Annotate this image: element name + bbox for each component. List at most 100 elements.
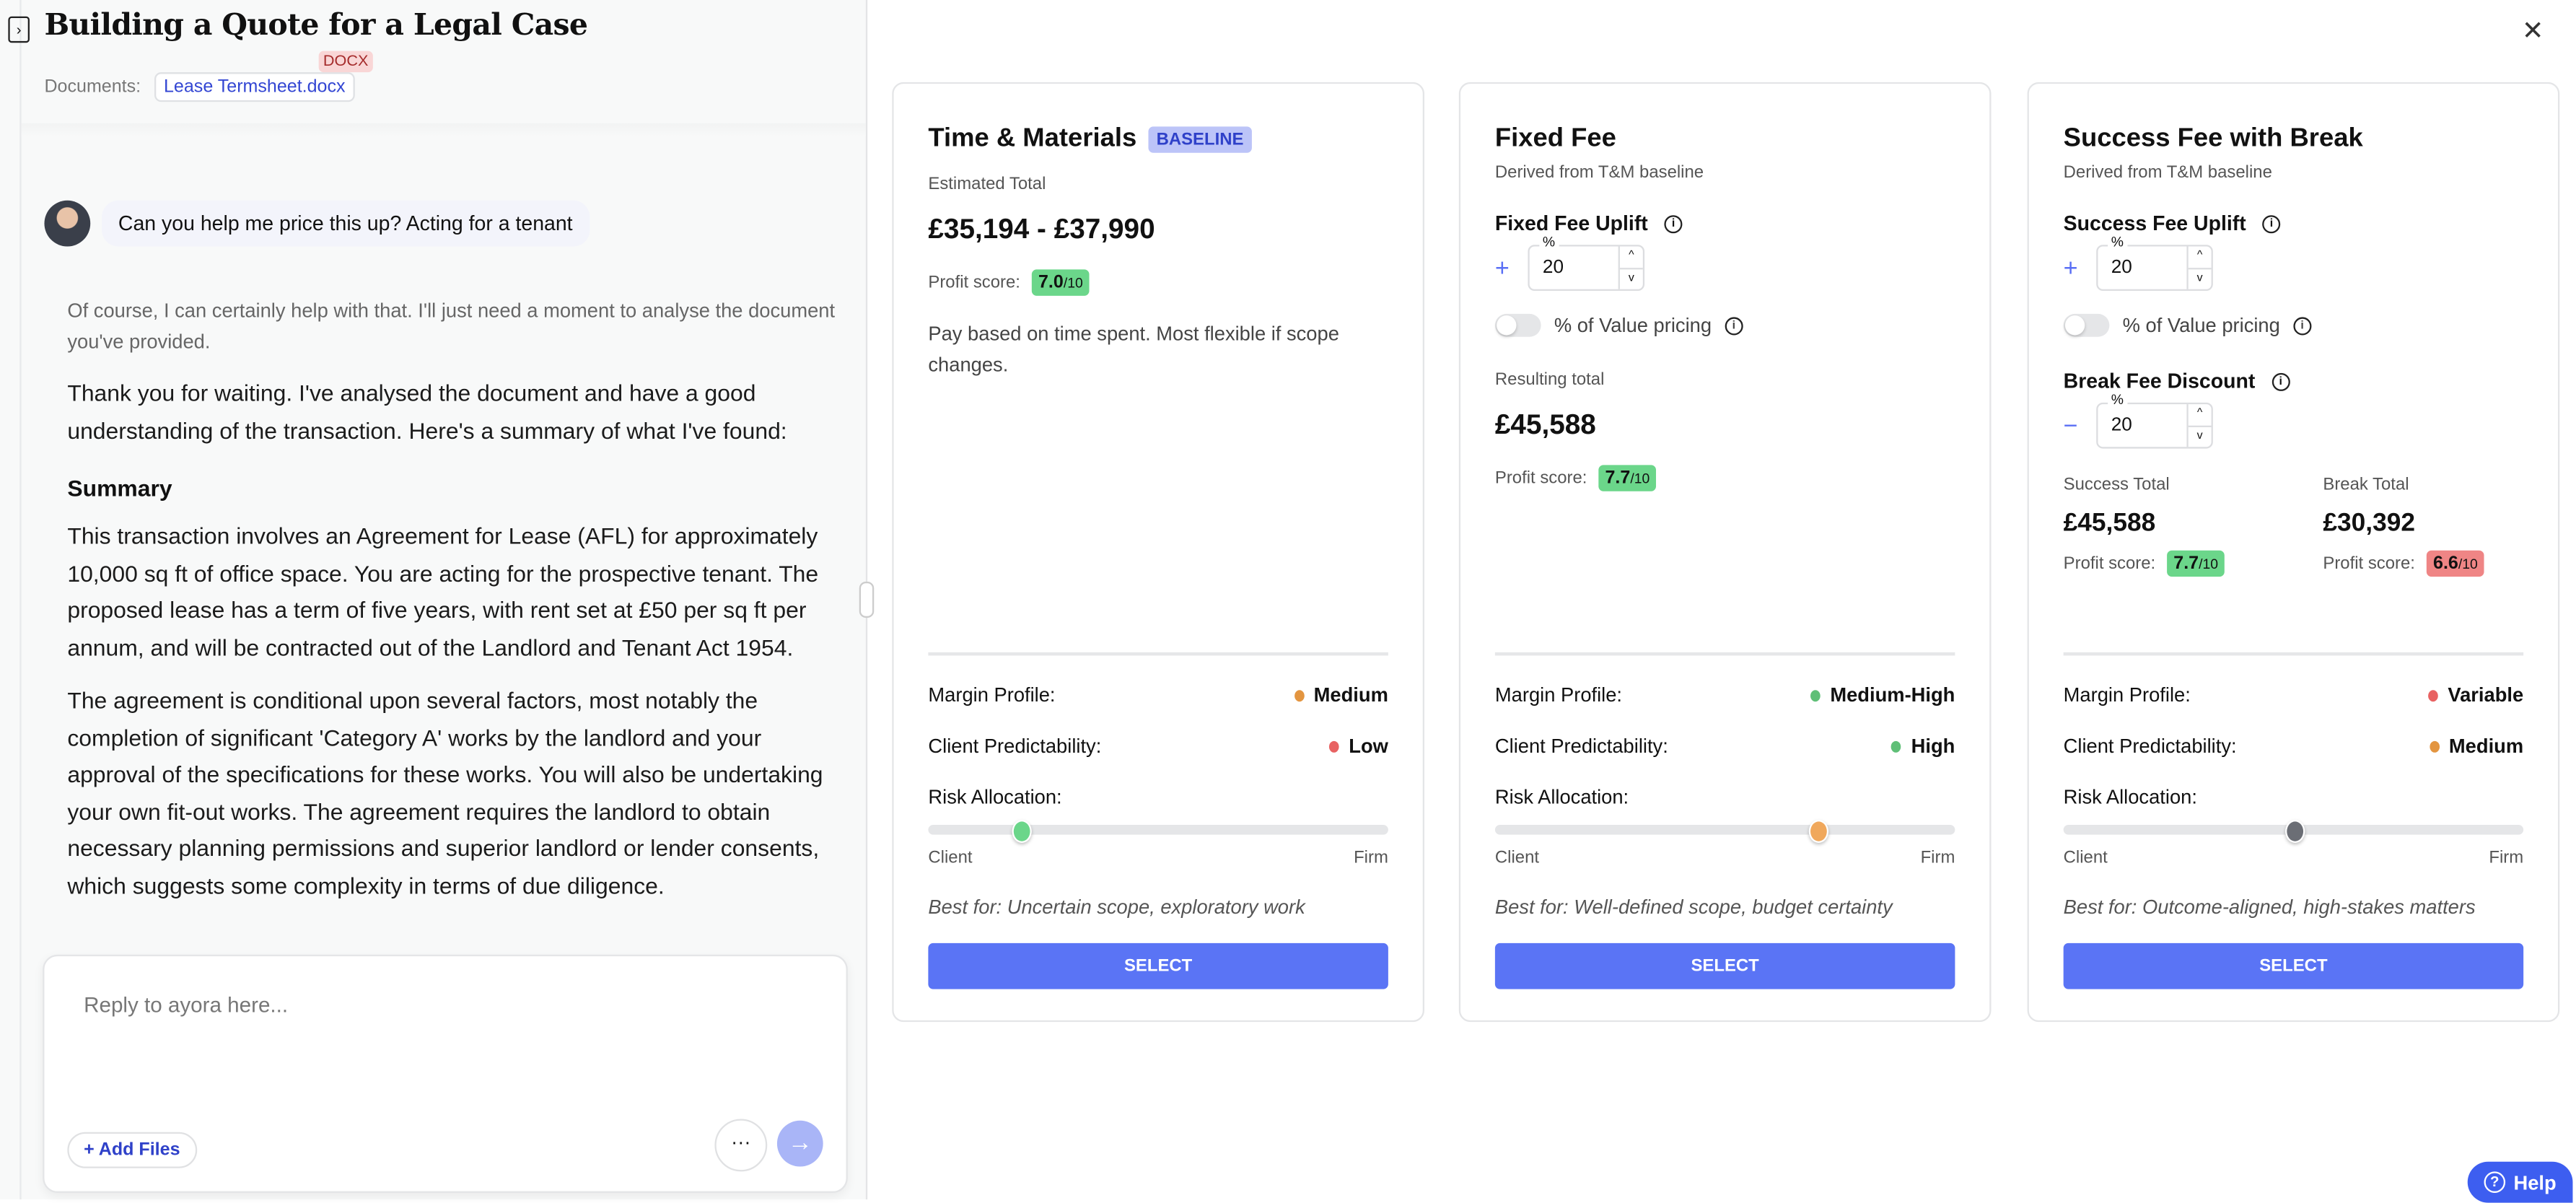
estimated-total: £35,194 - £37,990: [928, 213, 1155, 245]
discount-value[interactable]: 20: [2111, 416, 2132, 436]
score-value: 7.7: [2173, 554, 2199, 574]
card-title: Fixed Fee: [1494, 125, 1616, 153]
question-icon: ?: [2484, 1171, 2506, 1193]
discount-stepper[interactable]: % 20 ^ v: [2096, 390, 2213, 449]
slider-thumb[interactable]: [2285, 820, 2305, 843]
profit-score-badge: 7.7/10: [1598, 465, 1657, 491]
unit-label: %: [2108, 233, 2127, 250]
document-type-badge: DOCX: [318, 51, 374, 73]
add-files-button[interactable]: + Add Files: [67, 1132, 197, 1168]
chevron-up-icon[interactable]: ^: [2196, 250, 2203, 262]
help-button[interactable]: ? Help: [2467, 1161, 2573, 1203]
status-dot: [1891, 740, 1902, 752]
chevron-up-icon[interactable]: ^: [2196, 407, 2203, 419]
select-button[interactable]: SELECT: [2063, 942, 2524, 989]
info-icon[interactable]: i: [2262, 214, 2281, 233]
info-icon[interactable]: i: [2271, 372, 2290, 390]
value-pricing-toggle[interactable]: [2063, 313, 2110, 337]
predictability-label: Client Predictability:: [2063, 734, 2237, 758]
risk-allocation-slider[interactable]: [928, 820, 1388, 843]
card-details: Margin Profile: Variable Client Predictab…: [2063, 652, 2524, 989]
uplift-label: Fixed Fee Uplift: [1494, 211, 1648, 235]
best-for-text: Best for: Outcome-aligned, high-stakes m…: [2063, 895, 2476, 919]
profit-score-label: Profit score:: [2323, 554, 2415, 574]
value-pricing-label: % of Value pricing: [1554, 313, 1712, 337]
break-total-label: Break Total: [2323, 474, 2409, 495]
predictability-value: Low: [1349, 734, 1388, 758]
total-label: Resulting total: [1494, 369, 1605, 390]
score-max: /10: [1063, 274, 1083, 291]
resulting-total: £45,588: [1494, 408, 1596, 441]
risk-allocation-slider[interactable]: [1494, 820, 1955, 843]
document-chip[interactable]: Lease Termsheet.docx DOCX: [154, 51, 374, 102]
slider-max-label: Firm: [1920, 847, 1955, 868]
header-divider: [21, 123, 866, 136]
profit-score-badge: 7.0/10: [1031, 269, 1090, 296]
score-value: 7.7: [1605, 468, 1631, 489]
minus-icon: −: [2063, 411, 2078, 440]
score-max: /10: [2199, 555, 2219, 572]
chevron-down-icon[interactable]: v: [1619, 266, 1643, 289]
profit-score-badge: 6.6/10: [2426, 550, 2484, 577]
pricing-card-time-materials: Time & Materials BASELINE Estimated Total…: [892, 82, 1424, 1023]
resize-handle[interactable]: [859, 581, 875, 618]
baseline-badge: BASELINE: [1148, 126, 1252, 153]
slider-thumb[interactable]: [1808, 820, 1829, 843]
chevron-down-icon[interactable]: v: [2188, 266, 2212, 289]
close-icon[interactable]: ✕: [2521, 18, 2544, 46]
profit-score-label: Profit score:: [1494, 468, 1587, 489]
info-icon[interactable]: i: [1664, 214, 1683, 233]
uplift-label: Success Fee Uplift: [2063, 211, 2246, 235]
uplift-stepper[interactable]: % 20 ^ v: [1528, 233, 1645, 291]
risk-allocation-label: Risk Allocation:: [928, 785, 1062, 809]
card-description: Pay based on time spent. Most flexible i…: [928, 322, 1339, 377]
status-dot: [1294, 689, 1304, 701]
page-title: Building a Quote for a Legal Case: [44, 8, 588, 43]
break-total: £30,392: [2323, 509, 2415, 538]
slider-max-label: Firm: [2489, 847, 2524, 868]
status-dot: [1328, 740, 1339, 752]
margin-profile-label: Margin Profile:: [1494, 683, 1623, 707]
success-total-label: Success Total: [2063, 474, 2170, 495]
summary-heading: Summary: [67, 474, 172, 502]
chevron-down-icon[interactable]: v: [2188, 424, 2212, 447]
select-button[interactable]: SELECT: [928, 942, 1388, 989]
margin-profile-value: Medium: [1313, 683, 1388, 707]
assistant-paragraph: Thank you for waiting. I've analysed the…: [67, 379, 787, 443]
slider-min-label: Client: [1494, 847, 1540, 868]
profit-score-badge: 7.7/10: [2167, 550, 2225, 577]
chevron-up-icon[interactable]: ^: [1629, 250, 1634, 262]
card-details: Margin Profile: Medium-High Client Predic…: [1494, 652, 1955, 989]
send-button[interactable]: →: [776, 1120, 823, 1167]
status-dot: [1810, 689, 1821, 701]
slider-min-label: Client: [928, 847, 973, 868]
profit-score-label: Profit score:: [2063, 554, 2156, 574]
info-icon[interactable]: i: [2293, 316, 2312, 335]
reply-input[interactable]: Reply to ayora here... + Add Files ··· →: [43, 954, 848, 1193]
slider-thumb[interactable]: [1012, 820, 1032, 843]
info-icon[interactable]: i: [1725, 316, 1743, 335]
risk-allocation-label: Risk Allocation:: [2063, 785, 2197, 809]
card-subtitle: Derived from T&M baseline: [2063, 162, 2272, 183]
uplift-value[interactable]: 20: [1542, 258, 1564, 278]
risk-allocation-slider[interactable]: [2063, 820, 2524, 843]
score-max: /10: [2458, 555, 2478, 572]
total-label: Estimated Total: [928, 174, 1046, 194]
more-options-button[interactable]: ···: [714, 1119, 768, 1172]
value-pricing-label: % of Value pricing: [2122, 313, 2280, 337]
uplift-value[interactable]: 20: [2111, 258, 2132, 278]
score-max: /10: [1630, 470, 1650, 486]
reply-placeholder: Reply to ayora here...: [84, 992, 289, 1018]
predictability-value: Medium: [2448, 734, 2524, 758]
uplift-stepper[interactable]: % 20 ^ v: [2096, 233, 2213, 291]
success-total: £45,588: [2063, 509, 2156, 538]
slider-max-label: Firm: [1354, 847, 1388, 868]
assistant-message: Of course, I can certainly help with tha…: [67, 296, 836, 920]
user-message: Can you help me price this up? Acting fo…: [102, 200, 590, 247]
score-value: 6.6: [2433, 554, 2458, 574]
avatar: [44, 200, 91, 247]
select-button[interactable]: SELECT: [1494, 942, 1955, 989]
sidebar-toggle-icon[interactable]: ›: [8, 16, 30, 43]
value-pricing-toggle[interactable]: [1494, 313, 1541, 337]
predictability-value: High: [1911, 734, 1955, 758]
